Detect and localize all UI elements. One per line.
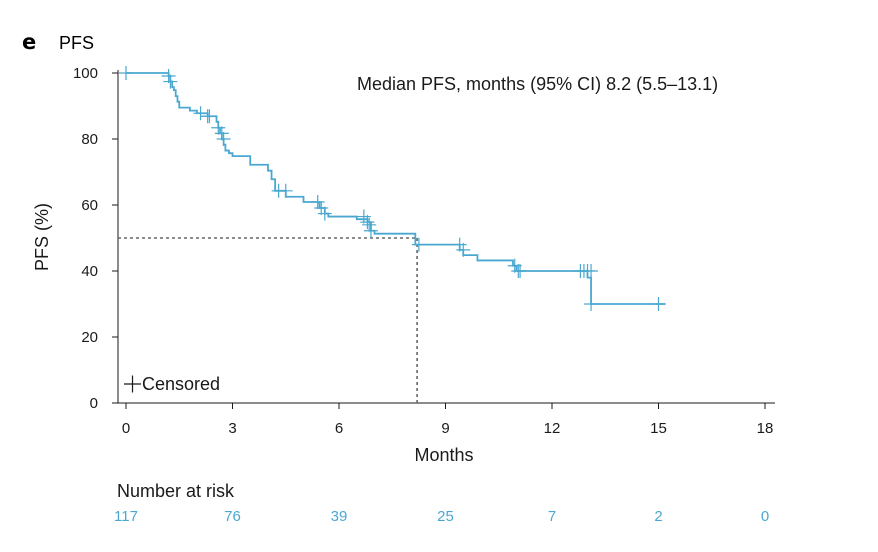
censor-mark — [452, 237, 467, 252]
censor-mark — [356, 209, 371, 224]
censor-mark — [513, 264, 528, 278]
x-tick-label: 18 — [757, 420, 774, 437]
censor-mark — [202, 109, 217, 124]
censor-mark — [584, 297, 599, 311]
x-tick-label: 9 — [441, 420, 449, 437]
censor-marks — [119, 66, 666, 311]
y-tick-label: 60 — [81, 197, 98, 214]
legend: Censored — [124, 374, 220, 394]
censor-mark — [651, 297, 666, 311]
censor-mark — [584, 264, 599, 278]
chart-title: PFS — [59, 33, 94, 53]
censor-mark — [456, 242, 471, 257]
censor-mark — [214, 126, 229, 141]
x-tick-label: 15 — [650, 420, 667, 437]
censor-mark — [310, 195, 325, 210]
risk-table-title: Number at risk — [117, 481, 235, 501]
censor-mark — [163, 74, 178, 89]
censor-mark — [363, 223, 378, 238]
y-axis-title: PFS (%) — [32, 203, 52, 271]
panel-letter: e — [22, 30, 36, 54]
x-tick-label: 12 — [544, 420, 561, 437]
risk-value: 2 — [654, 508, 662, 525]
x-tick-label: 0 — [122, 420, 130, 437]
censor-mark — [211, 120, 226, 135]
x-axis-title: Months — [414, 445, 473, 465]
risk-value: 76 — [224, 508, 241, 525]
risk-value: 0 — [761, 508, 769, 525]
y-tick-label: 100 — [73, 65, 98, 82]
median-lines — [118, 237, 418, 403]
censor-mark — [362, 217, 377, 232]
x-ticks: 0 3 6 9 12 15 18 — [122, 403, 774, 437]
censor-mark — [193, 106, 208, 121]
y-tick-label: 40 — [81, 263, 98, 280]
censor-mark — [360, 215, 375, 230]
risk-value: 7 — [548, 508, 556, 525]
censor-mark — [411, 237, 426, 252]
risk-value: 25 — [437, 508, 454, 525]
y-tick-label: 80 — [81, 131, 98, 148]
y-tick-label: 0 — [90, 395, 98, 412]
censor-mark — [119, 66, 133, 80]
risk-values: 117 76 39 25 7 2 0 — [114, 508, 769, 525]
km-step-line — [126, 72, 666, 305]
legend-label: Censored — [142, 374, 220, 394]
km-curve — [126, 72, 666, 305]
censor-mark — [216, 132, 231, 146]
x-tick-label: 6 — [335, 420, 343, 437]
censor-mark — [507, 258, 522, 273]
x-tick-label: 3 — [228, 420, 236, 437]
censor-mark — [278, 183, 293, 198]
censor-mark — [317, 206, 332, 221]
median-annotation: Median PFS, months (95% CI) 8.2 (5.5–13.… — [357, 74, 718, 94]
censor-mark — [161, 68, 176, 83]
risk-value: 39 — [331, 508, 348, 525]
risk-value: 117 — [114, 508, 138, 525]
y-ticks: 0 20 40 60 80 100 — [73, 65, 118, 412]
y-tick-label: 20 — [81, 329, 98, 346]
censor-mark — [314, 200, 329, 215]
